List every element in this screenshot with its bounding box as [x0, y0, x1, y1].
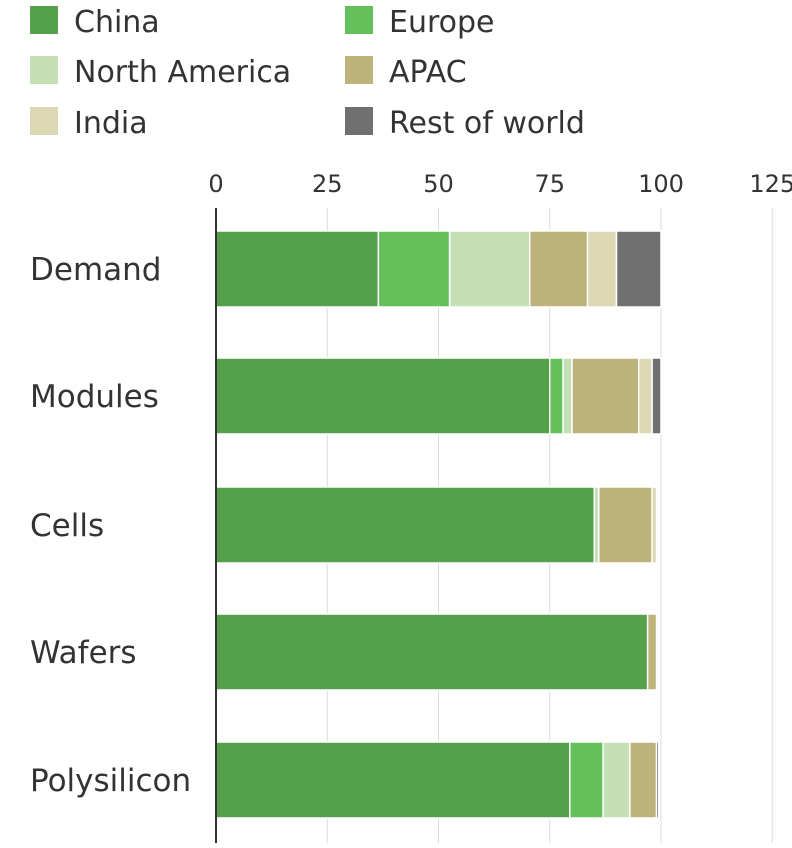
- bar-wafers-china: [215, 613, 649, 691]
- legend-label-rest-of-world: Rest of world: [389, 106, 585, 141]
- x-tick-label-75: 75: [534, 170, 565, 198]
- legend-swatch-europe: [345, 6, 373, 34]
- legend-swatch-north-america: [30, 56, 58, 84]
- category-label-modules: Modules: [30, 379, 159, 415]
- bar-polysilicon-north-america: [602, 741, 631, 819]
- bar-polysilicon-china: [215, 741, 571, 819]
- legend-swatch-china: [30, 6, 58, 34]
- x-tick-label-100: 100: [638, 170, 684, 198]
- x-tick-label-25: 25: [312, 170, 343, 198]
- bar-polysilicon-apac: [629, 741, 658, 819]
- category-label-wafers: Wafers: [30, 635, 137, 671]
- bar-group-demand: [215, 230, 662, 308]
- bar-cells-china: [215, 486, 595, 564]
- bar-demand-rest-of-world: [615, 230, 662, 308]
- legend-item-china: China: [30, 5, 160, 40]
- bar-cells-india: [651, 486, 658, 564]
- bar-group-polysilicon: [215, 741, 660, 819]
- category-label-demand: Demand: [30, 252, 161, 288]
- legend-label-europe: Europe: [389, 5, 495, 40]
- bar-modules-rest-of-world: [651, 357, 662, 435]
- legend-label-china: China: [74, 5, 160, 40]
- bar-demand-apac: [528, 230, 589, 308]
- category-label-polysilicon: Polysilicon: [30, 763, 191, 799]
- bar-demand-europe: [377, 230, 451, 308]
- category-label-cells: Cells: [30, 508, 104, 544]
- bar-wafers-apac: [646, 613, 658, 691]
- legend-swatch-rest-of-world: [345, 107, 373, 135]
- bar-demand-china: [215, 230, 380, 308]
- legend: China Europe North America APAC India Rest of…: [30, 5, 585, 141]
- legend-label-india: India: [74, 106, 148, 141]
- x-axis-ticks: 0 25 50 75 100 125: [208, 170, 792, 198]
- bar-modules-china: [215, 357, 551, 435]
- bar-polysilicon-europe: [569, 741, 604, 819]
- bars: [215, 230, 662, 819]
- bar-demand-india: [586, 230, 618, 308]
- bar-demand-north-america: [448, 230, 531, 308]
- bar-modules-north-america: [562, 357, 573, 435]
- bar-group-modules: [215, 357, 662, 435]
- bar-polysilicon-rest-of-world: [655, 741, 660, 819]
- legend-item-north-america: North America: [30, 55, 291, 90]
- x-tick-label-125: 125: [749, 170, 792, 198]
- legend-label-apac: APAC: [389, 55, 467, 90]
- x-tick-label-50: 50: [423, 170, 454, 198]
- bar-group-wafers: [215, 613, 658, 691]
- bar-modules-india: [638, 357, 653, 435]
- bar-modules-europe: [549, 357, 564, 435]
- legend-swatch-apac: [345, 56, 373, 84]
- category-labels: Demand Modules Cells Wafers Polysilicon: [30, 252, 191, 799]
- legend-swatch-india: [30, 107, 58, 135]
- legend-item-india: India: [30, 106, 148, 141]
- x-tick-label-0: 0: [208, 170, 223, 198]
- legend-item-europe: Europe: [345, 5, 495, 40]
- bar-modules-apac: [571, 357, 640, 435]
- legend-item-apac: APAC: [345, 55, 467, 90]
- legend-label-north-america: North America: [74, 55, 291, 90]
- bar-cells-apac: [597, 486, 653, 564]
- legend-item-rest-of-world: Rest of world: [345, 106, 585, 141]
- bar-group-cells: [215, 486, 658, 564]
